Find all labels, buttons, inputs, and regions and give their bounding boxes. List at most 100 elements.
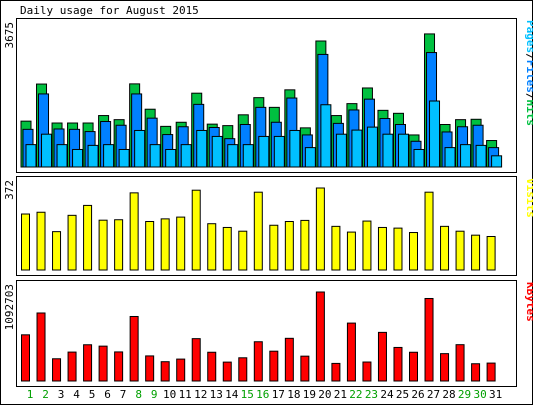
bar-visits-28: [440, 225, 450, 271]
bar-pages-4: [72, 148, 84, 168]
bar-visits-3: [52, 231, 62, 271]
bar-pages-18: [289, 129, 301, 168]
x-tick-label-2: 2: [42, 388, 49, 401]
x-tick-label-16: 16: [256, 388, 269, 401]
x-tick-label-30: 30: [473, 388, 486, 401]
bar-kbytes-2: [36, 312, 46, 382]
x-tick-label-13: 13: [210, 388, 223, 401]
bar-visits-13: [207, 223, 217, 271]
bar-kbytes-18: [284, 337, 294, 382]
bar-kbytes-25: [393, 346, 403, 382]
bar-kbytes-7: [114, 351, 124, 382]
bar-pages-16: [258, 135, 270, 168]
bar-visits-23: [362, 220, 372, 271]
x-tick-label-18: 18: [287, 388, 300, 401]
bar-visits-11: [176, 216, 186, 271]
bar-visits-10: [160, 218, 170, 271]
bar-visits-2: [36, 211, 46, 271]
bar-pages-19: [304, 147, 316, 168]
bar-visits-22: [346, 231, 356, 271]
x-tick-label-11: 11: [179, 388, 192, 401]
bar-visits-29: [455, 230, 465, 271]
bar-kbytes-29: [455, 344, 465, 382]
panel-label: KBytes: [524, 282, 533, 322]
panel-label-part: KBytes: [524, 282, 533, 322]
bar-kbytes-9: [145, 355, 155, 382]
bar-visits-17: [269, 224, 279, 271]
bar-kbytes-26: [409, 351, 418, 382]
bar-kbytes-5: [83, 344, 93, 382]
x-tick-label-4: 4: [73, 388, 80, 401]
bar-pages-9: [149, 144, 161, 168]
panel-label: Pages/Files/Hits: [524, 20, 533, 126]
bar-pages-25: [397, 133, 409, 168]
panel-label-part: Pages: [524, 20, 533, 53]
bar-pages-27: [429, 100, 441, 168]
bar-visits-19: [300, 219, 310, 271]
bar-visits-25: [393, 227, 403, 271]
bar-kbytes-6: [98, 345, 108, 382]
x-axis-labels: 1 2 3 4 5 6 7 8 9 10 11 12 13 14 15 16 17 18 19 20 21 22 23 24 2…: [27, 388, 503, 401]
bar-pages-8: [134, 129, 146, 168]
x-tick-label-20: 20: [318, 388, 331, 401]
y-max-label: 3675: [3, 22, 16, 49]
bar-kbytes-27: [424, 297, 434, 382]
bar-visits-24: [377, 226, 387, 271]
bar-pages-11: [180, 144, 192, 168]
bar-kbytes-19: [300, 355, 310, 382]
bar-kbytes-21: [331, 362, 341, 382]
x-tick-label-22: 22: [349, 388, 362, 401]
bar-pages-14: [227, 144, 239, 168]
bar-pages-20: [320, 104, 332, 168]
bar-pages-17: [273, 135, 285, 168]
x-tick-label-19: 19: [303, 388, 316, 401]
bar-pages-5: [87, 144, 99, 168]
bar-visits-4: [67, 214, 77, 271]
bar-kbytes-17: [269, 350, 279, 382]
bar-pages-21: [335, 133, 347, 168]
y-max-label: 372: [3, 180, 16, 200]
x-tick-label-8: 8: [135, 388, 142, 401]
x-tick-label-23: 23: [365, 388, 378, 401]
x-tick-label-21: 21: [334, 388, 347, 401]
bar-visits-14: [222, 226, 232, 271]
x-tick-label-9: 9: [151, 388, 158, 401]
x-tick-label-6: 6: [104, 388, 111, 401]
bar-visits-20: [315, 187, 325, 271]
bar-kbytes-22: [346, 322, 356, 382]
x-tick-label-10: 10: [163, 388, 176, 401]
bar-visits-16: [253, 191, 263, 271]
x-tick-label-1: 1: [27, 388, 34, 401]
bar-kbytes-4: [67, 351, 77, 382]
x-tick-label-17: 17: [272, 388, 285, 401]
bar-pages-1: [25, 144, 37, 168]
bar-pages-30: [475, 144, 487, 168]
bar-kbytes-14: [222, 361, 232, 382]
panel-label-part: Hits: [524, 100, 533, 127]
panel-kbytes: 1092703 KBytes: [3, 280, 533, 387]
bar-visits-26: [409, 232, 418, 271]
bar-kbytes-13: [207, 351, 217, 382]
x-tick-label-25: 25: [396, 388, 409, 401]
bar-pages-31: [491, 155, 503, 168]
bar-kbytes-20: [315, 291, 325, 382]
bar-visits-9: [145, 221, 155, 271]
bar-visits-6: [98, 219, 108, 271]
bar-pages-22: [351, 129, 363, 168]
bar-visits-7: [114, 219, 124, 271]
bar-visits-5: [83, 204, 93, 271]
bar-kbytes-12: [191, 338, 201, 382]
x-tick-label-3: 3: [58, 388, 65, 401]
chart-panels: 3675Pages/Files/Hits372Visits1092703KByt…: [3, 18, 533, 401]
panel-visits: 372 Visits: [3, 176, 533, 276]
panel-label-part: Visits: [524, 178, 533, 218]
bar-visits-31: [486, 235, 496, 271]
x-tick-label-28: 28: [442, 388, 455, 401]
panel-label-part: /: [524, 53, 533, 60]
x-tick-label-31: 31: [489, 388, 502, 401]
bar-pages-13: [211, 135, 223, 168]
bar-kbytes-15: [238, 357, 248, 382]
